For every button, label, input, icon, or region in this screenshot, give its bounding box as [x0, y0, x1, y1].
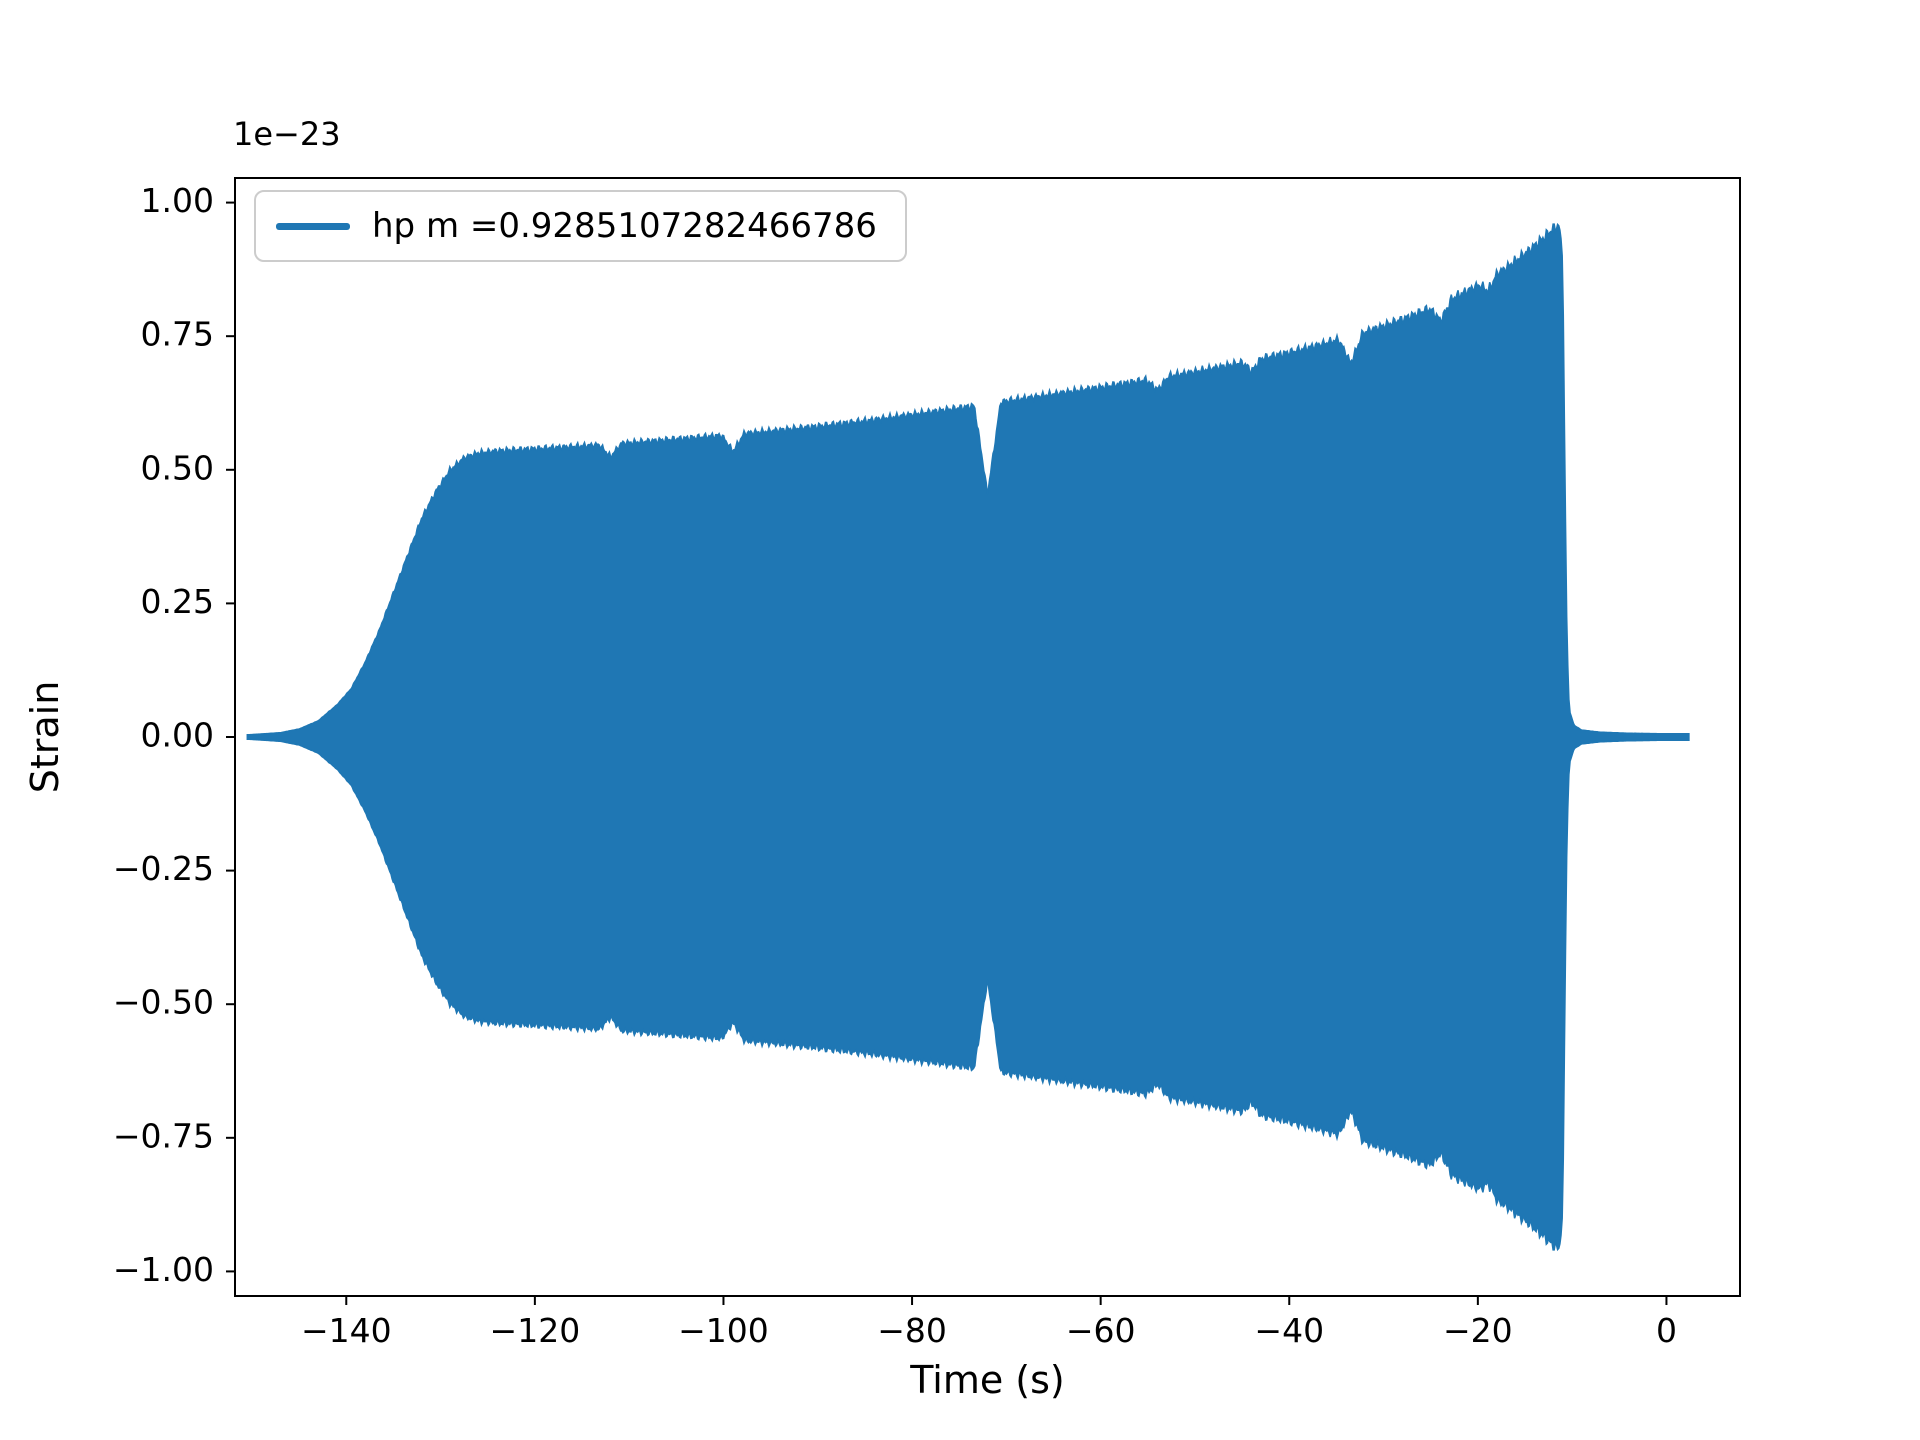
y-tick-label: −0.25	[113, 849, 214, 888]
legend-label: hp m =0.9285107282466786	[372, 206, 877, 246]
y-tick-label: 0.25	[141, 582, 214, 621]
x-tick-label: −140	[301, 1311, 392, 1350]
x-tick-label: −100	[678, 1311, 769, 1350]
y-tick-label: 1.00	[141, 181, 214, 220]
x-tick-label: −20	[1443, 1311, 1513, 1350]
y-tick-label: 0.75	[141, 315, 214, 354]
legend-line-sample	[276, 222, 350, 230]
y-tick-label: −0.50	[113, 983, 214, 1022]
y-tick-label: −1.00	[113, 1250, 214, 1289]
x-axis-label: Time (s)	[910, 1358, 1065, 1402]
y-axis-offset-text: 1e−23	[233, 115, 341, 153]
y-tick-label: 0.00	[141, 716, 214, 755]
x-tick-label: −120	[490, 1311, 581, 1350]
waveform-series	[246, 222, 1690, 1252]
y-axis-label: Strain	[23, 680, 67, 794]
x-tick-label: 0	[1656, 1311, 1677, 1350]
y-tick-label: −0.75	[113, 1116, 214, 1155]
y-tick-label: 0.50	[141, 448, 214, 487]
x-tick-label: −80	[877, 1311, 947, 1350]
x-tick-label: −60	[1066, 1311, 1136, 1350]
x-tick-label: −40	[1254, 1311, 1324, 1350]
legend: hp m =0.9285107282466786	[254, 190, 907, 262]
